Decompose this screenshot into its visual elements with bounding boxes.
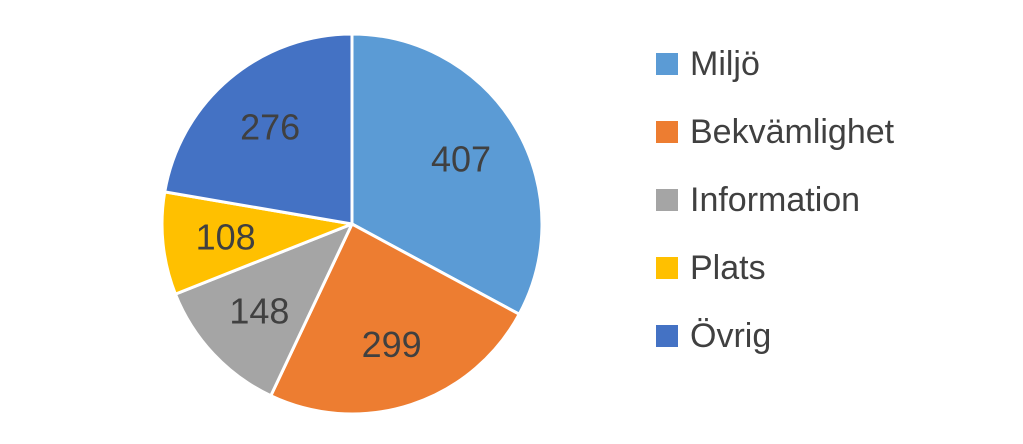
data-label-information: 148 <box>229 290 289 331</box>
pie-slice-plats <box>160 190 354 296</box>
legend-label-bekvamlighet: Bekvämlighet <box>690 112 895 151</box>
data-label-miljo: 407 <box>431 138 491 179</box>
legend-item-miljo: Miljö <box>656 30 996 98</box>
pie-slice-bekvamlighet <box>269 222 521 416</box>
legend-swatch-miljo <box>656 53 678 75</box>
legend-swatch-bekvamlighet <box>656 121 678 143</box>
legend-item-ovrig: Övrig <box>656 302 996 370</box>
data-label-ovrig: 276 <box>240 106 300 147</box>
legend: Miljö Bekvämlighet Information Plats Övr… <box>656 30 996 370</box>
pie-slice-ovrig <box>163 32 354 226</box>
legend-label-miljo: Miljö <box>690 44 760 83</box>
legend-item-plats: Plats <box>656 234 996 302</box>
legend-swatch-ovrig <box>656 325 678 347</box>
legend-swatch-information <box>656 189 678 211</box>
pie-slice-information <box>173 222 354 398</box>
pie-plot-area: 407 299 148 108 276 <box>160 32 544 416</box>
legend-swatch-plats <box>656 257 678 279</box>
legend-label-plats: Plats <box>690 248 766 287</box>
data-label-bekvamlighet: 299 <box>362 324 422 365</box>
legend-item-information: Information <box>656 166 996 234</box>
pie-slice-miljo <box>350 32 544 316</box>
legend-item-bekvamlighet: Bekvämlighet <box>656 98 996 166</box>
data-label-plats: 108 <box>196 217 256 258</box>
legend-label-ovrig: Övrig <box>690 316 772 355</box>
legend-label-information: Information <box>690 180 861 219</box>
